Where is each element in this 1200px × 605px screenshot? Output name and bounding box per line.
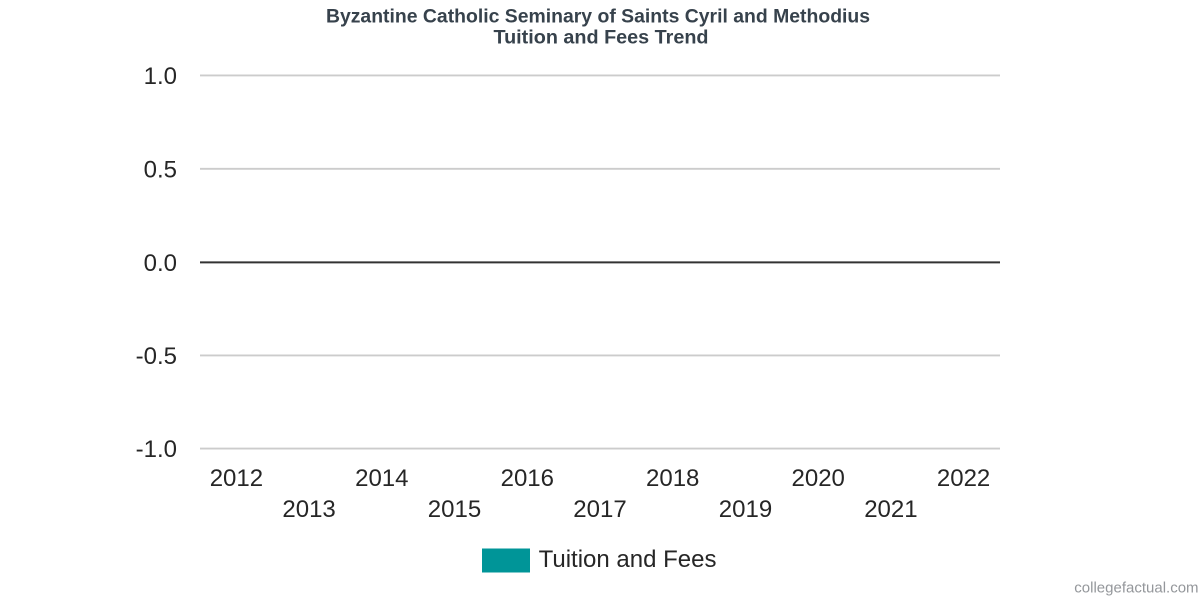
svg-text:2012: 2012 <box>210 465 263 492</box>
svg-text:2017: 2017 <box>573 496 626 523</box>
svg-text:2014: 2014 <box>355 465 408 492</box>
svg-text:2022: 2022 <box>937 465 990 492</box>
svg-text:Byzantine Catholic Seminary of: Byzantine Catholic Seminary of Saints Cy… <box>326 6 870 28</box>
svg-text:Tuition and Fees Trend: Tuition and Fees Trend <box>493 27 708 49</box>
svg-text:-0.5: -0.5 <box>136 343 177 370</box>
svg-text:2015: 2015 <box>428 496 481 523</box>
svg-text:0.0: 0.0 <box>144 250 177 277</box>
svg-text:0.5: 0.5 <box>144 156 177 183</box>
svg-text:2016: 2016 <box>501 465 554 492</box>
svg-text:2020: 2020 <box>792 465 845 492</box>
svg-text:2013: 2013 <box>282 496 335 523</box>
svg-text:2018: 2018 <box>646 465 699 492</box>
svg-text:-1.0: -1.0 <box>136 436 177 463</box>
svg-text:1.0: 1.0 <box>144 63 177 90</box>
svg-text:2019: 2019 <box>719 496 772 523</box>
svg-text:2021: 2021 <box>864 496 917 523</box>
svg-text:Tuition and Fees: Tuition and Fees <box>539 546 717 573</box>
svg-text:collegefactual.com: collegefactual.com <box>1074 580 1198 597</box>
